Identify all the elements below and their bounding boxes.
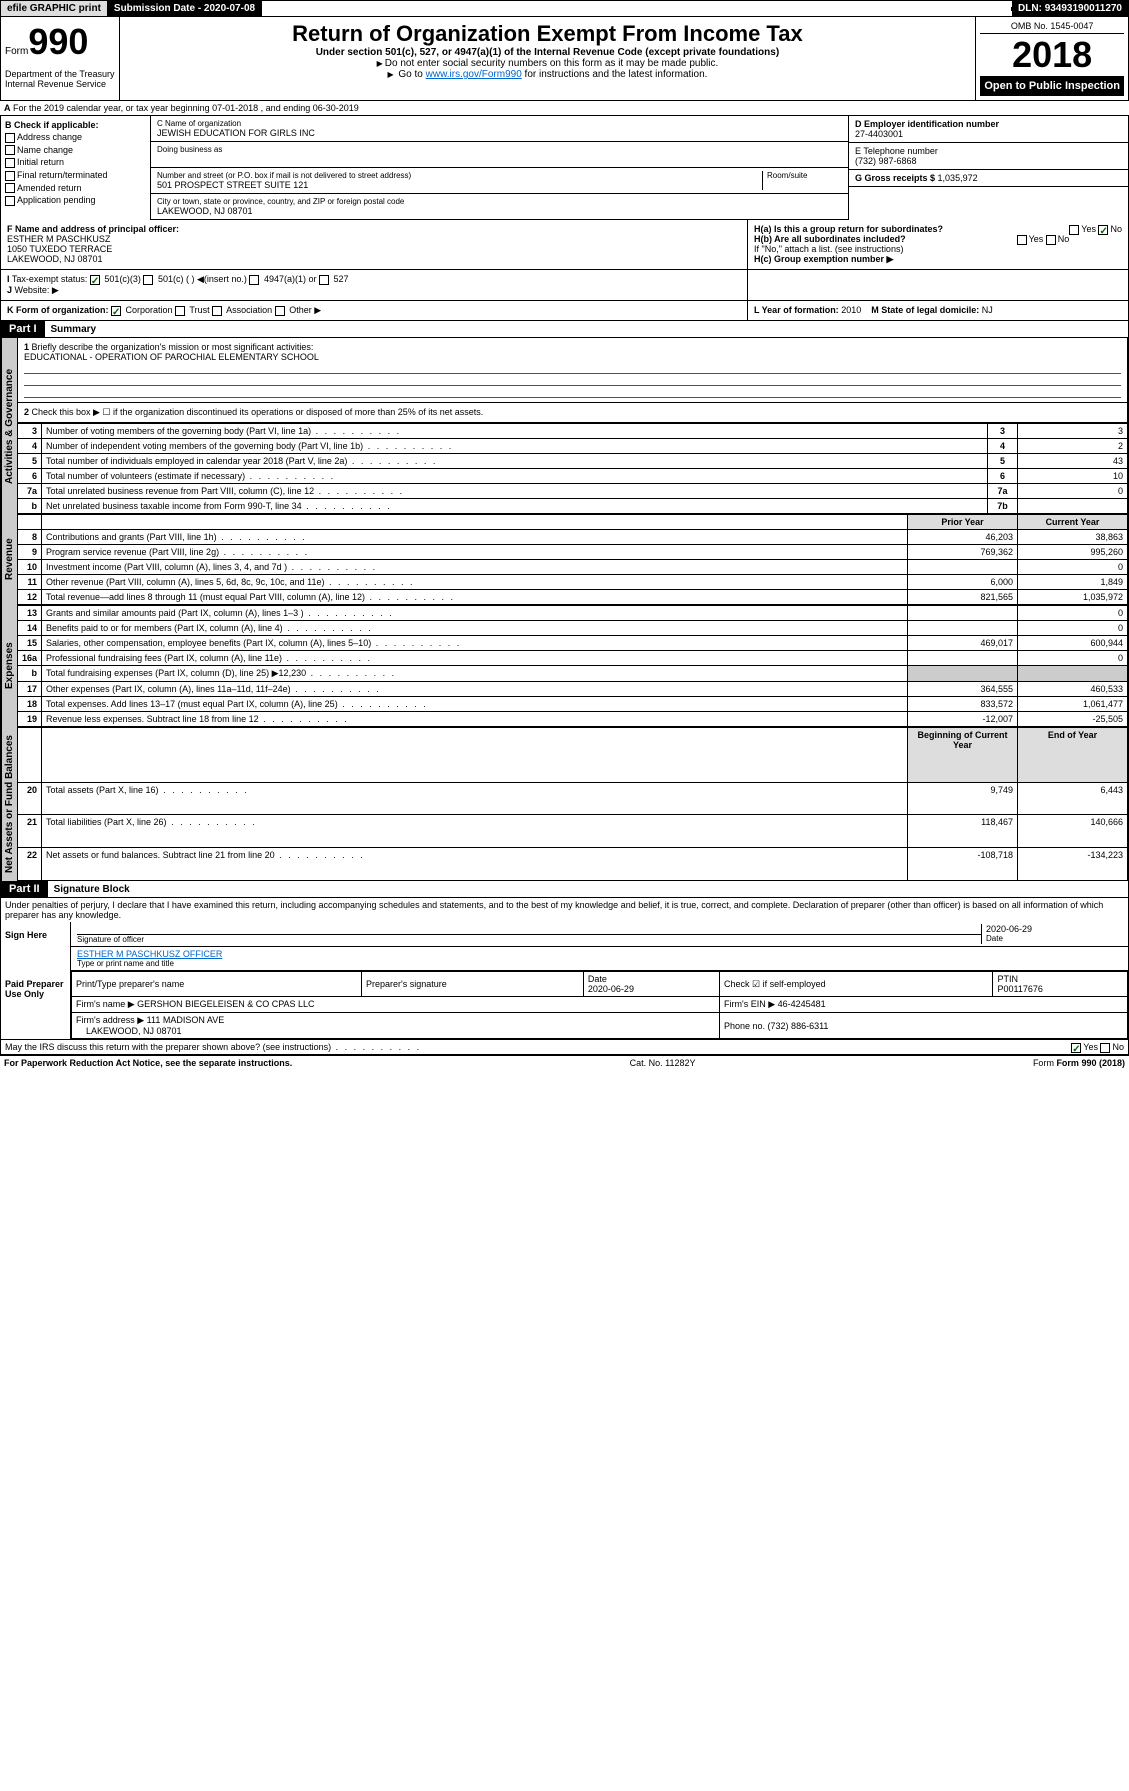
tax-year: 2018 [980,34,1124,76]
year-formation: 2010 [841,305,861,315]
preparer-table: Print/Type preparer's name Preparer's si… [71,971,1128,1039]
ptin: P00117676 [997,984,1042,994]
form-title: Return of Organization Exempt From Incom… [124,21,972,47]
checkbox-pending[interactable] [5,196,15,206]
dln: DLN: 93493190011270 [1012,1,1128,16]
perjury-statement: Under penalties of perjury, I declare th… [1,898,1128,922]
signature-block: Under penalties of perjury, I declare th… [0,898,1129,1055]
governance-table: 3Number of voting members of the governi… [17,423,1128,514]
sign-here-label: Sign Here [1,922,71,971]
checkbox-final[interactable] [5,171,15,181]
korg-row: K Form of organization: Corporation Trus… [0,301,1129,321]
firm-ein: 46-4245481 [778,999,826,1009]
paid-preparer-label: Paid Preparer Use Only [1,971,71,1039]
hc-label: H(c) Group exemption number ▶ [754,254,893,264]
hb-yes[interactable] [1017,235,1027,245]
open-public: Open to Public Inspection [980,76,1124,96]
korg-trust[interactable] [175,306,185,316]
website-label: Website: ▶ [15,285,59,295]
korg-corp[interactable] [111,306,121,316]
expenses-table: 13Grants and similar amounts paid (Part … [17,605,1128,727]
org-name: JEWISH EDUCATION FOR GIRLS INC [157,128,842,138]
officer-row: F Name and address of principal officer:… [0,220,1129,270]
form-number: 990 [28,21,88,62]
efile-label[interactable]: efile GRAPHIC print [1,1,108,16]
summary-netassets: Net Assets or Fund Balances Beginning of… [0,727,1129,881]
phone: (732) 987-6868 [855,156,917,166]
checkbox-name[interactable] [5,145,15,155]
dept-treasury: Department of the Treasury Internal Reve… [1,67,120,100]
page-footer: For Paperwork Reduction Act Notice, see … [0,1055,1129,1070]
korg-other[interactable] [275,306,285,316]
section-a: A For the 2019 calendar year, or tax yea… [0,101,1129,116]
org-address: 501 PROSPECT STREET SUITE 121 [157,180,762,190]
summary-expenses: Expenses 13Grants and similar amounts pa… [0,605,1129,727]
firm-name: GERSHON BIEGELEISEN & CO CPAS LLC [137,999,314,1009]
tax-status-row: I Tax-exempt status: 501(c)(3) 501(c) ( … [0,270,1129,301]
officer-name-title: ESTHER M PASCHKUSZ OFFICER [77,949,1122,959]
status-501c3[interactable] [90,275,100,285]
form-header: Form990 Department of the Treasury Inter… [0,17,1129,101]
part2-header: Part II Signature Block [0,881,1129,898]
officer-info: ESTHER M PASCHKUSZ 1050 TUXEDO TERRACE L… [7,234,112,264]
discuss-yes[interactable] [1071,1043,1081,1053]
irs-link[interactable]: www.irs.gov/Form990 [426,69,522,80]
ein: 27-4403001 [855,129,903,139]
firm-phone: (732) 886-6311 [768,1021,829,1031]
checkbox-amended[interactable] [5,183,15,193]
ha-no[interactable] [1098,225,1108,235]
part1-header: Part I Summary [0,321,1129,338]
submission-date: Submission Date - 2020-07-08 [108,1,262,16]
mission-text: EDUCATIONAL - OPERATION OF PAROCHIAL ELE… [24,352,319,362]
status-527[interactable] [319,275,329,285]
status-4947[interactable] [249,275,259,285]
omb-number: OMB No. 1545-0047 [980,21,1124,34]
discuss-no[interactable] [1100,1043,1110,1053]
state-domicile: NJ [982,305,993,315]
ssn-note: Do not enter social security numbers on … [124,58,972,69]
check-if-applicable: B Check if applicable: Address change Na… [1,116,151,220]
hb-no[interactable] [1046,235,1056,245]
sig-date: 2020-06-29 [986,924,1122,934]
form-subtitle: Under section 501(c), 527, or 4947(a)(1)… [124,47,972,58]
checkbox-initial[interactable] [5,158,15,168]
firm-address: 111 MADISON AVE [147,1015,225,1025]
summary-governance: Activities & Governance 1 Briefly descri… [0,338,1129,514]
korg-assoc[interactable] [212,306,222,316]
netassets-table: Beginning of Current YearEnd of Year20To… [17,727,1128,881]
entity-section: B Check if applicable: Address change Na… [0,116,1129,220]
top-bar: efile GRAPHIC print Submission Date - 20… [0,0,1129,17]
ha-yes[interactable] [1069,225,1079,235]
checkbox-address[interactable] [5,133,15,143]
org-city: LAKEWOOD, NJ 08701 [157,206,842,216]
gross-receipts: 1,035,972 [938,173,978,183]
revenue-table: Prior YearCurrent Year8Contributions and… [17,514,1128,605]
status-501c[interactable] [143,275,153,285]
summary-revenue: Revenue Prior YearCurrent Year8Contribut… [0,514,1129,605]
